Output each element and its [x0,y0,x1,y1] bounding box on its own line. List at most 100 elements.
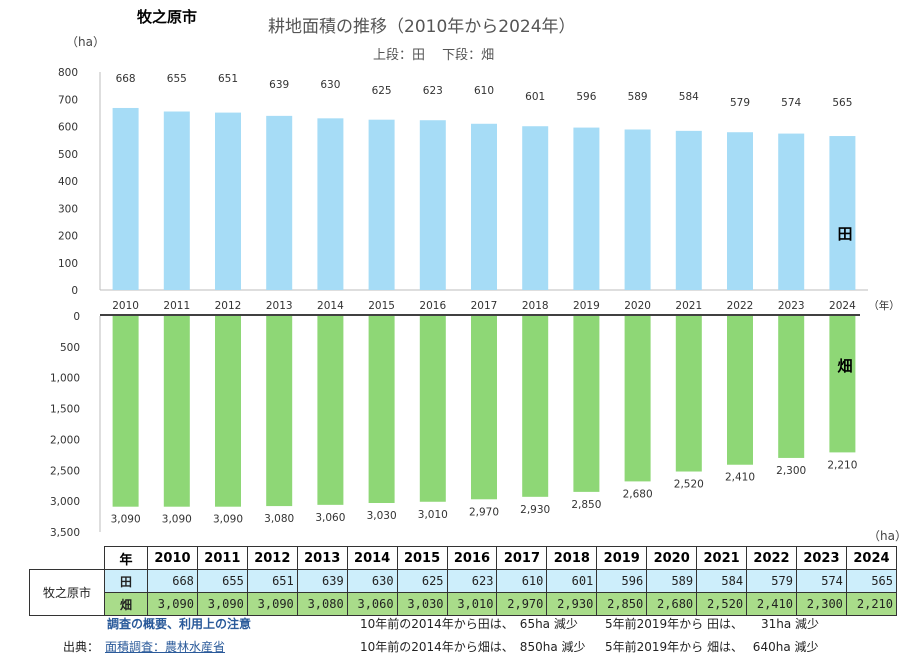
paddy-value-label: 651 [218,73,238,85]
upland-value-label: 2,520 [674,479,704,491]
upland-value-label: 3,090 [162,514,192,526]
table-cell: 639 [296,569,348,593]
year-column-header: 2023 [795,546,847,570]
chart-subtitle: 上段：田 下段：畑 [373,48,495,63]
lower-y-tick-label: 2,000 [50,434,80,446]
table-cell: 3,030 [396,592,448,616]
year-column-header: 2010 [147,546,198,570]
table-cell: 651 [246,569,298,593]
chart-title: 耕地面積の推移（2010年から2024年） [268,17,576,37]
table-cell: 3,090 [196,592,248,616]
paddy-bar [675,130,702,290]
upper-y-tick-label: 100 [58,258,78,270]
table-cell: 2,410 [746,592,797,616]
paddy-bar [471,123,497,291]
paddy-bar [778,133,805,290]
upland-value-label: 3,080 [264,513,294,525]
table-cell: 596 [596,569,648,593]
upland-row: 畑 3,090 3,090 3,090 3,080 3,060 3,030 3,010 2,97… [30,592,898,616]
note-upland-5y: 5年前2019年から 畑は、 640ha 減少 [605,640,819,654]
note-upland-10y: 10年前の2014年から畑は、 850ha 減少 [360,640,586,654]
lower-y-tick-label: 3,500 [50,527,80,539]
year-column-header: 2019 [596,546,648,570]
lower-y-tick-label: 500 [60,342,80,354]
paddy-bar [112,107,139,290]
upland-bar [727,316,753,465]
notes-link[interactable]: 調査の概要、利用上の注意 [107,617,252,631]
x-tick-label: 2013 [266,300,293,312]
upland-bar [573,316,600,492]
table-cell: 565 [845,569,898,593]
upland-value-label: 3,030 [367,510,397,522]
row-label: 田 [104,569,148,593]
year-column-header: 2016 [446,546,498,570]
lower-y-tick-label: 0 [73,311,80,323]
lower-y-tick-label: 1,000 [50,373,80,385]
paddy-value-label: 630 [320,79,340,91]
x-tick-label: 2020 [624,300,651,312]
year-column-header: 2014 [346,546,398,570]
year-column-header: 2013 [296,546,348,570]
year-column-header: 2015 [396,546,448,570]
year-column-header: 2020 [646,546,698,570]
year-column-header: 2012 [246,546,298,570]
upper-y-tick-label: 300 [58,203,78,215]
table-cell: 2,680 [646,592,698,616]
upper-y-tick-label: 800 [58,67,78,79]
row-label: 畑 [104,592,148,616]
source-link[interactable]: 面積調査：農林水産省 [105,640,226,654]
paddy-value-label: 589 [628,91,648,103]
paddy-value-label: 655 [167,73,187,85]
x-tick-label: 2014 [317,300,344,312]
upland-series-label: 畑 [836,357,852,375]
x-tick-label: 2019 [573,300,600,312]
upland-bar [317,316,344,505]
paddy-bar [727,132,753,290]
x-tick-label: 2022 [727,300,754,312]
upland-bar [675,316,702,472]
upland-bar [368,316,395,503]
table-cell: 584 [696,569,748,593]
paddy-bar [624,129,651,290]
x-tick-label: 2017 [471,300,498,312]
lower-y-tick-label: 2,500 [50,465,80,477]
upper-y-tick-label: 700 [58,94,78,106]
x-tick-label: 2015 [368,300,395,312]
table-header-row: 年 2010 2011 2012 2013 2014 2015 2016 2017 2018 20… [29,546,898,570]
paddy-value-label: 584 [679,91,699,103]
upper-y-tick-label: 600 [58,122,78,134]
city-label: 牧之原市 [137,8,198,26]
table-cell: 3,010 [446,592,498,616]
data-table: 年 2010 2011 2012 2013 2014 2015 2016 2017 2018 20… [29,546,898,616]
table-cell: 623 [446,569,498,593]
upland-bar [778,316,805,458]
x-tick-label: 2012 [215,300,242,312]
paddy-bar [419,120,446,290]
upper-y-tick-label: 400 [58,176,78,188]
paddy-value-label: 579 [730,97,750,109]
upland-bar [419,316,446,502]
upland-bar [215,316,241,507]
table-cell: 3,090 [147,592,198,616]
upland-bar [471,316,497,500]
upland-value-label: 2,680 [623,488,653,500]
x-tick-label: 2016 [419,300,446,312]
upland-value-label: 2,300 [776,465,806,477]
paddy-bar [829,136,856,290]
paddy-bar [368,119,395,290]
lower-y-tick-label: 1,500 [50,404,80,416]
upland-value-label: 2,930 [520,504,550,516]
table-cell: 655 [196,569,248,593]
upland-bar [266,316,293,507]
y-axis-unit: （ha） [66,35,105,49]
table-cell: 3,060 [346,592,398,616]
paddy-value-label: 668 [116,73,136,85]
paddy-value-label: 639 [269,79,289,91]
x-tick-label: 2010 [112,300,139,312]
upland-bar [522,316,549,497]
upland-bar [163,316,190,507]
paddy-bar [317,118,344,290]
year-column-header: 2018 [546,546,598,570]
table-cell: 2,520 [696,592,748,616]
paddy-value-label: 574 [781,97,801,109]
